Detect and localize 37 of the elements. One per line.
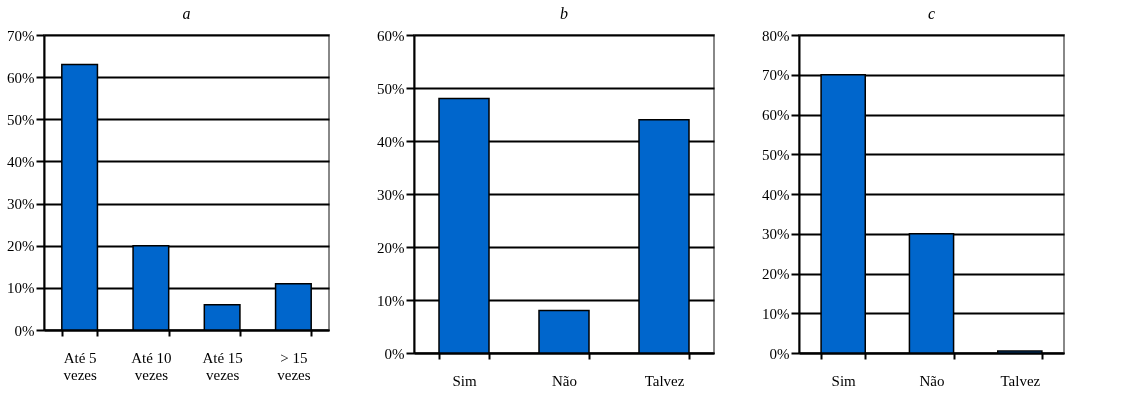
x-tick-label: Talvez (1000, 372, 1041, 389)
y-tick-label: 30% (377, 186, 405, 203)
y-tick-label: 20% (762, 266, 790, 282)
x-tick-label: > 15 vezes (277, 349, 311, 383)
y-tick-label: 30% (762, 226, 790, 243)
y-tick-label: 80% (762, 27, 790, 44)
y-tick-label: 0% (769, 345, 790, 362)
x-tick-label: Até 5 vezes (63, 349, 97, 383)
y-tick-label: 50% (7, 111, 35, 128)
chart-title: b (560, 5, 568, 22)
y-tick-label: 30% (7, 196, 35, 213)
chart-title: c (927, 5, 936, 22)
y-tick-label: 0% (14, 322, 35, 339)
y-tick-label: 50% (762, 146, 790, 163)
y-tick-label: 0% (384, 345, 405, 362)
x-tick-label: Sim (831, 372, 857, 389)
chart-title: a (182, 5, 191, 22)
x-tick-label: Talvez (644, 372, 685, 389)
y-tick-label: 70% (7, 27, 35, 44)
x-tick-label: Não (919, 372, 945, 389)
y-tick-label: 60% (377, 27, 405, 44)
x-tick-label: Sim (452, 372, 477, 389)
x-tick-label: Até 10 vezes (131, 349, 172, 383)
y-tick-label: 50% (377, 80, 405, 97)
y-tick-label: 40% (762, 186, 790, 203)
y-tick-label: 10% (7, 280, 35, 297)
x-tick-label: Não (552, 372, 577, 389)
y-tick-label: 20% (7, 238, 35, 255)
y-tick-label: 60% (7, 69, 35, 86)
y-tick-label: 20% (377, 239, 405, 256)
y-tick-label: 40% (7, 153, 35, 170)
y-tick-label: 70% (762, 67, 790, 84)
y-tick-label: 60% (762, 107, 790, 123)
y-tick-label: 40% (377, 133, 405, 150)
y-tick-label: 10% (762, 305, 790, 322)
y-tick-label: 10% (377, 292, 405, 309)
x-tick-label: Até 15 vezes (202, 349, 243, 383)
